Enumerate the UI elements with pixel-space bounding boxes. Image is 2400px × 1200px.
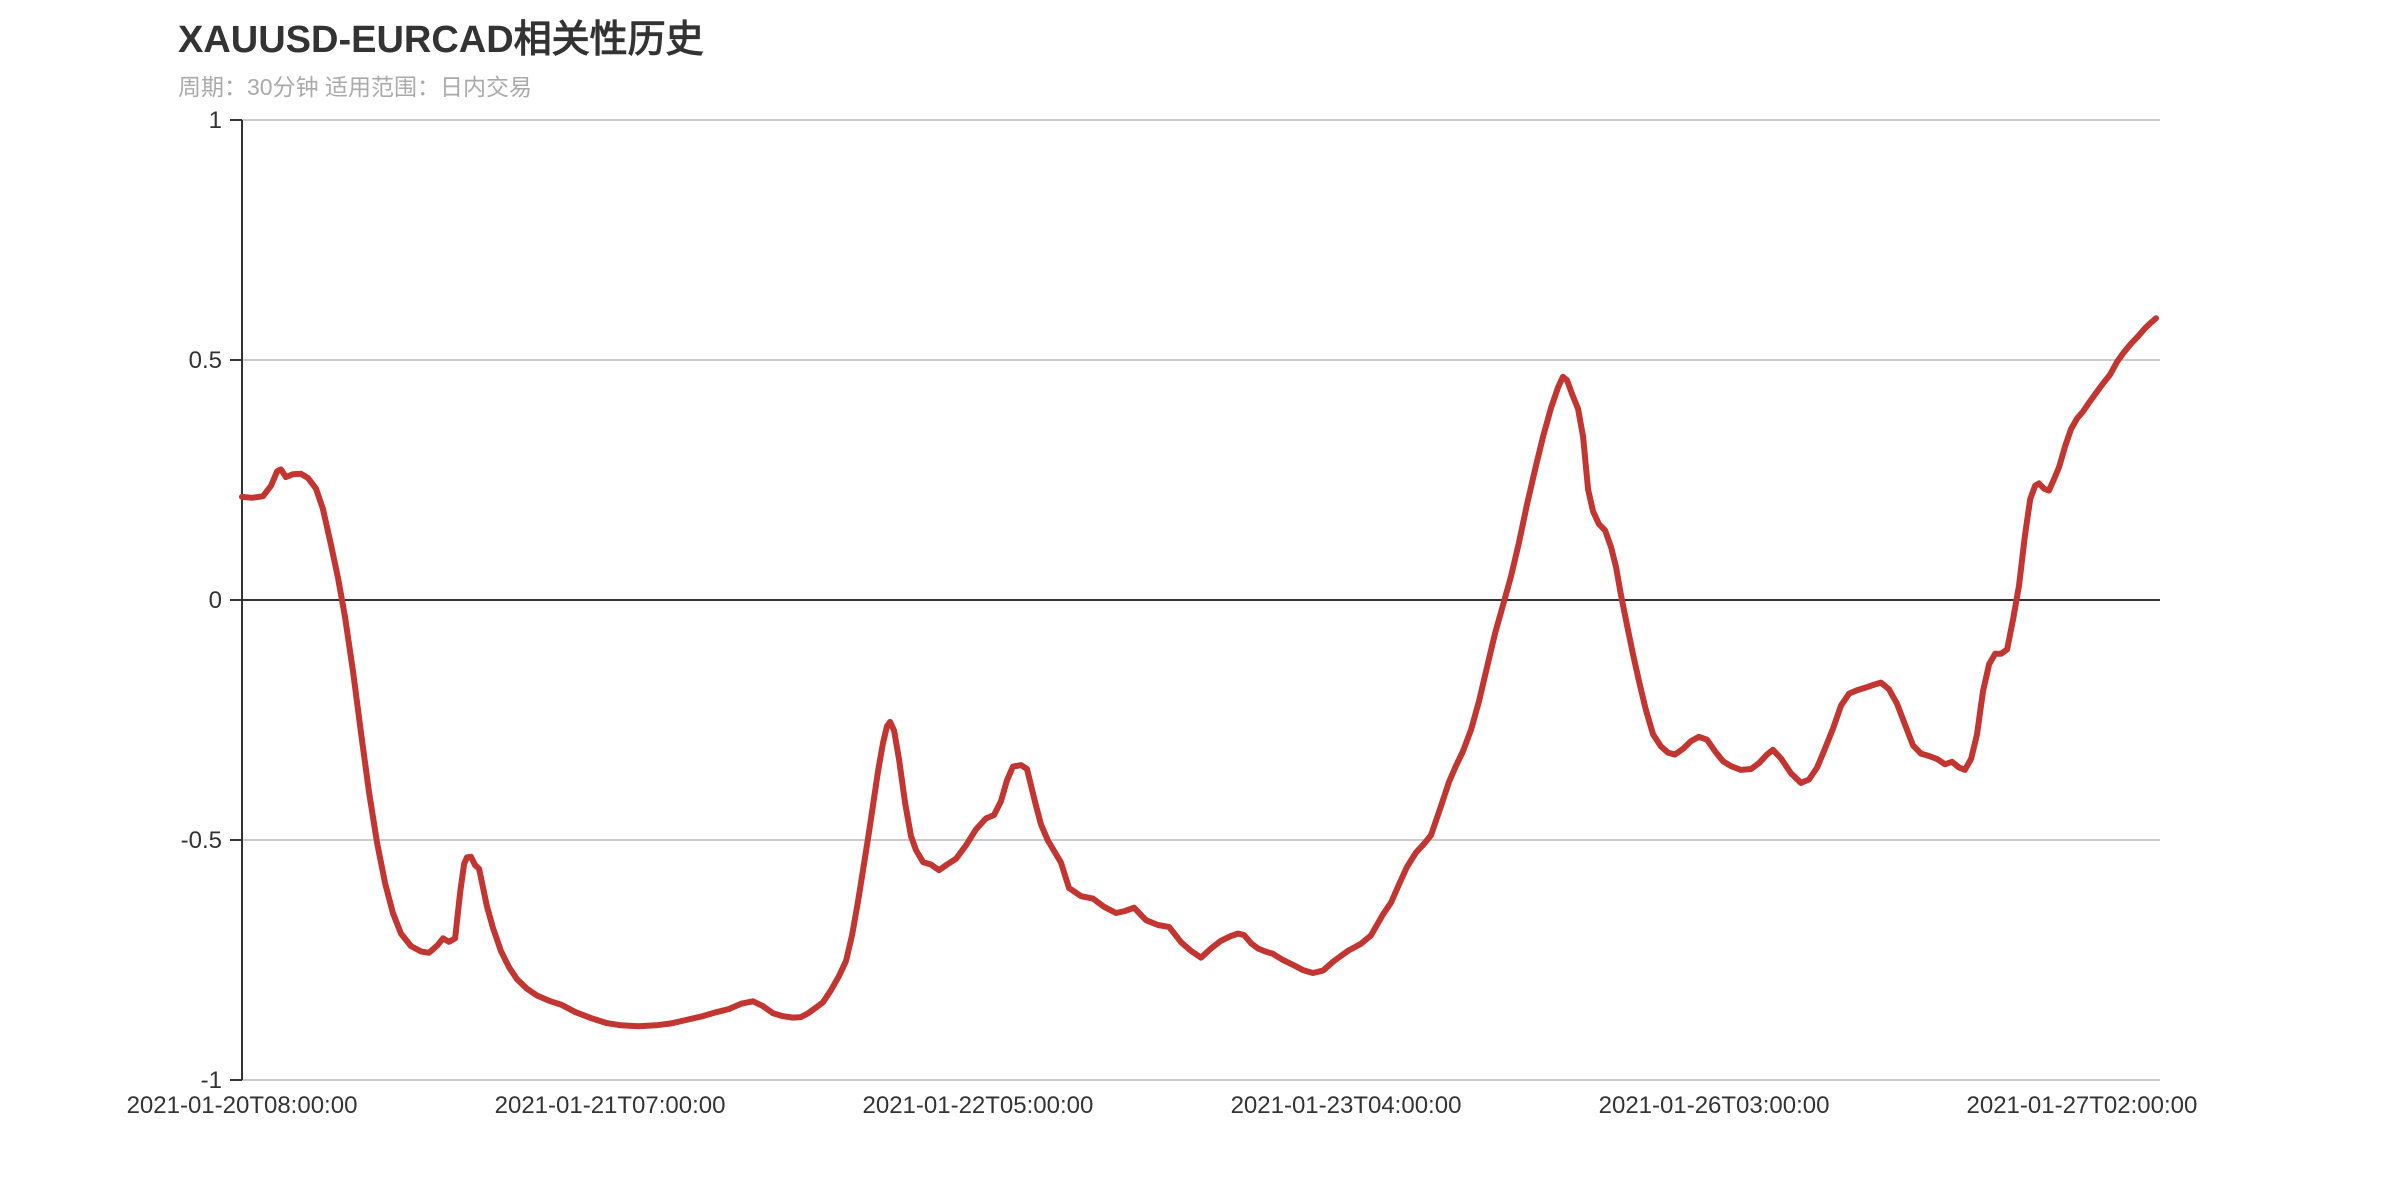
y-tick-label: -0.5 xyxy=(181,827,222,854)
chart-title: XAUUSD-EURCAD相关性历史 xyxy=(178,19,704,61)
x-tick-label: 2021-01-20T08:00:00 xyxy=(127,1092,358,1119)
y-tick-label: 0 xyxy=(209,587,222,614)
chart-subtitle: 周期：30分钟 适用范围：日内交易 xyxy=(178,74,532,100)
x-tick-label: 2021-01-23T04:00:00 xyxy=(1231,1092,1462,1119)
correlation-series-line xyxy=(239,315,2159,1030)
x-tick-label: 2021-01-22T05:00:00 xyxy=(863,1092,1094,1119)
x-tick-label: 2021-01-21T07:00:00 xyxy=(495,1092,726,1119)
y-tick-label: 1 xyxy=(209,107,222,134)
x-tick-label: 2021-01-27T02:00:00 xyxy=(1967,1092,2198,1119)
x-tick-label: 2021-01-26T03:00:00 xyxy=(1599,1092,1830,1119)
y-tick-label: -1 xyxy=(201,1067,222,1094)
y-tick-label: 0.5 xyxy=(189,347,222,374)
